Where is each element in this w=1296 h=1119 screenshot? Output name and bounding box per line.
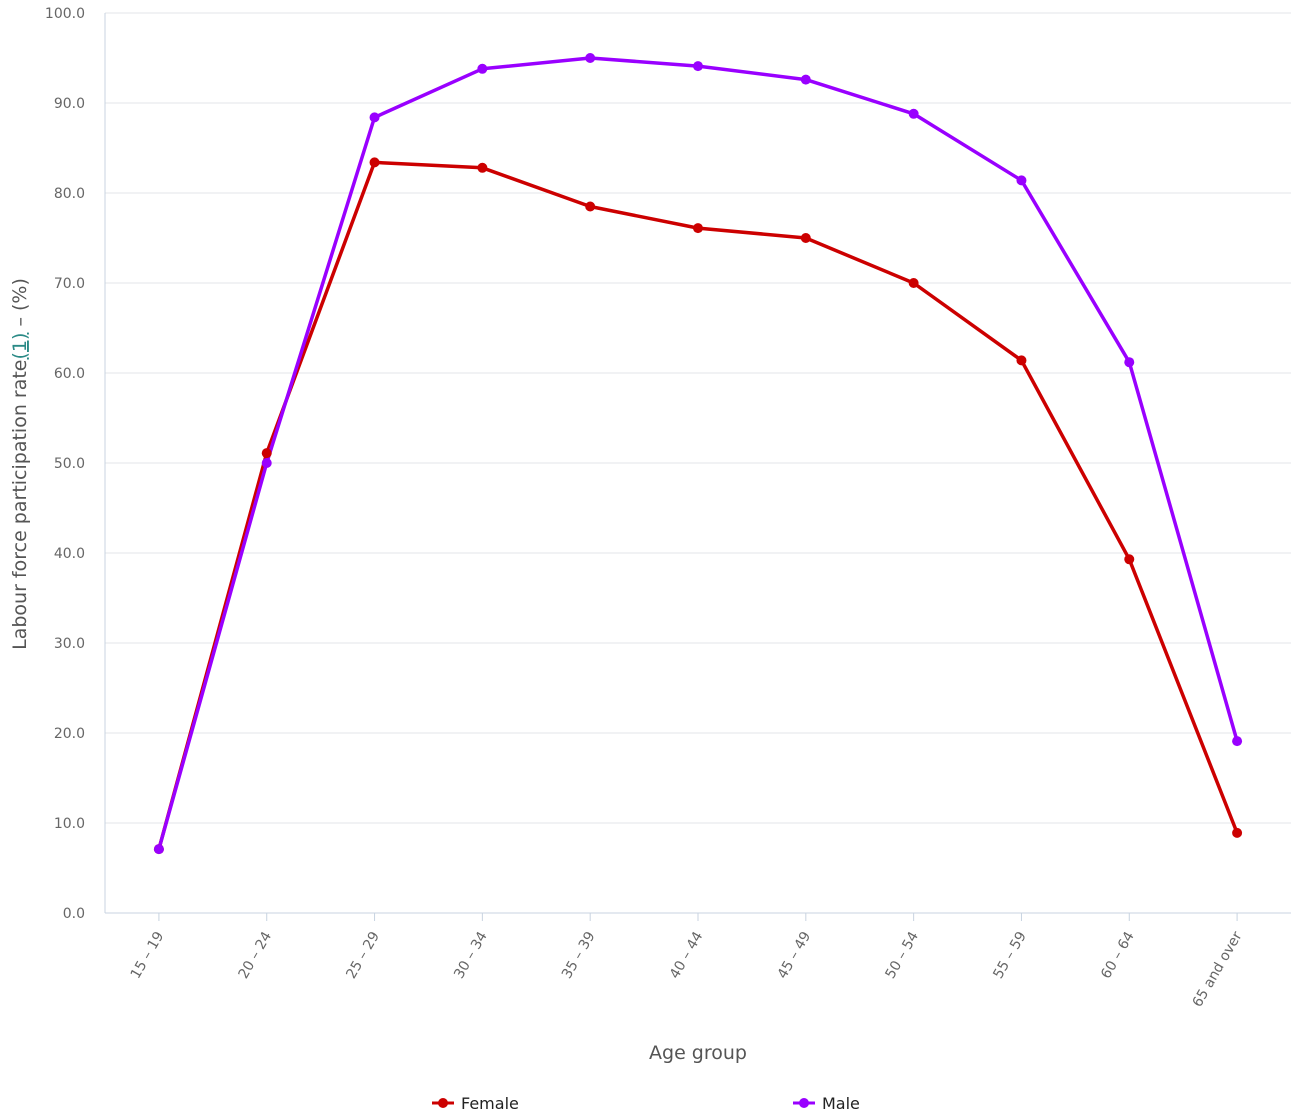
x-tick-label-65-and-over: 65 and over [1190, 929, 1246, 1010]
y-tick-label-5: 50.0 [54, 456, 85, 472]
data-point-female-35-39[interactable] [585, 201, 596, 212]
data-point-female-30-34[interactable] [477, 162, 488, 173]
legend-item-male[interactable]: Male [793, 1094, 860, 1113]
axes [104, 13, 1291, 921]
x-tick-label-45-49: 45 – 49 [775, 929, 815, 982]
x-axis-title: Age group [649, 1042, 747, 1064]
data-point-female-60-64[interactable] [1124, 554, 1135, 565]
legend-female-marker [438, 1098, 448, 1108]
data-point-female-55-59[interactable] [1016, 355, 1027, 366]
series-lines [157, 56, 1239, 851]
data-point-male-55-59[interactable] [1016, 175, 1027, 186]
x-tick-label-20-24: 20 – 24 [236, 929, 276, 982]
data-point-male-15-19[interactable] [153, 844, 164, 855]
x-axis-tick-labels: 15 – 19 20 – 24 25 – 29 30 – 34 35 – 39 40 – … [128, 929, 1246, 1010]
series-line-male [157, 56, 1239, 851]
y-tick-label-8: 80.0 [54, 186, 85, 202]
series-points [153, 53, 1243, 855]
data-point-male-25-29[interactable] [369, 112, 380, 123]
y-tick-label-0: 0.0 [63, 906, 85, 922]
x-tick-label-25-29: 25 – 29 [343, 929, 383, 982]
data-point-female-25-29[interactable] [369, 157, 380, 168]
legend-female-label: Female [461, 1094, 519, 1113]
x-tick-label-60-64: 60 – 64 [1098, 929, 1138, 982]
x-tick-label-50-54: 50 – 54 [882, 929, 922, 982]
legend-male-label: Male [822, 1094, 860, 1113]
legend-item-female[interactable]: Female [432, 1094, 519, 1113]
x-tick-label-15-19: 15 – 19 [128, 929, 168, 982]
legend-male-marker [799, 1098, 809, 1108]
x-tick-label-30-34: 30 – 34 [451, 929, 491, 982]
data-point-female-20-24[interactable] [261, 448, 272, 459]
y-tick-label-4: 40.0 [54, 546, 85, 562]
data-point-female-50-54[interactable] [908, 278, 919, 288]
y-axis-footnote-link[interactable]: (1) [9, 333, 31, 360]
data-point-male-50-54[interactable] [908, 108, 919, 119]
data-point-male-45-49[interactable] [800, 74, 811, 85]
grid-lines [105, 12, 1291, 824]
x-tick-label-55-59: 55 – 59 [990, 929, 1030, 982]
y-tick-label-7: 70.0 [54, 276, 85, 292]
x-tick-label-40-44: 40 – 44 [667, 929, 707, 982]
data-point-male-60-64[interactable] [1124, 357, 1135, 368]
y-tick-label-3: 30.0 [54, 636, 85, 652]
y-tick-label-6: 60.0 [54, 366, 85, 382]
series-line-female [157, 160, 1239, 851]
data-point-male-40-44[interactable] [693, 61, 703, 72]
y-axis-title-unit: – (%) [9, 278, 31, 332]
x-tick-label-35-39: 35 – 39 [559, 929, 599, 982]
y-axis-title-text: Labour force participation rate [9, 360, 31, 650]
data-point-male-20-24[interactable] [261, 458, 272, 468]
data-point-male-35-39[interactable] [585, 53, 596, 63]
y-axis-tick-labels: 0.0 10.0 20.0 30.0 40.0 50.0 60.0 70.0 80.0 90.0 1… [45, 6, 85, 922]
data-point-female-65-and-over[interactable] [1232, 827, 1243, 838]
data-point-male-30-34[interactable] [477, 63, 488, 74]
y-tick-label-1: 10.0 [54, 816, 85, 832]
y-tick-label-2: 20.0 [54, 726, 85, 742]
data-point-female-45-49[interactable] [800, 233, 811, 243]
y-axis-title: Labour force participation rate(1) – (%) [9, 278, 31, 650]
y-tick-label-9: 90.0 [54, 96, 85, 112]
legend: Female Male [432, 1094, 860, 1113]
y-tick-label-10: 100.0 [45, 6, 85, 22]
data-point-female-40-44[interactable] [693, 223, 703, 234]
data-point-male-65-and-over[interactable] [1232, 736, 1243, 747]
